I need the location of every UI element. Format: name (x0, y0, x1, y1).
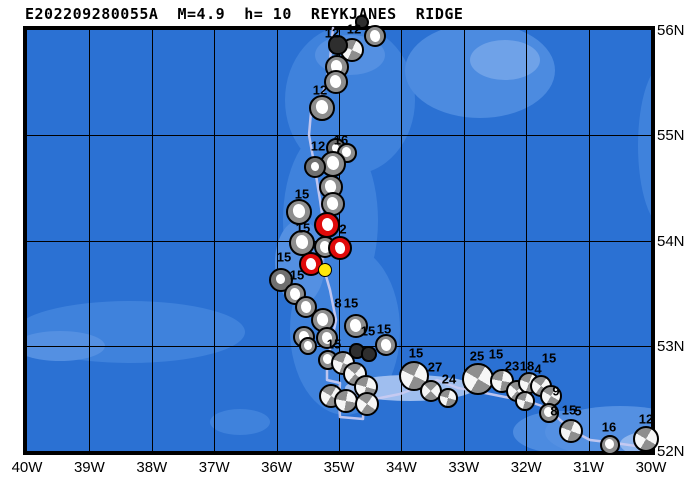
longitude-tick-label: 31W (573, 459, 605, 476)
bathymetry-patch (345, 375, 475, 401)
bathymetry-patch (210, 409, 270, 435)
gridline-latitude (27, 240, 651, 242)
longitude-tick-label: 38W (136, 459, 168, 476)
longitude-tick-label: 35W (323, 459, 355, 476)
gridline-latitude (27, 135, 651, 137)
bathymetry-patch (637, 62, 651, 228)
bathymetry-patch (315, 35, 385, 75)
gridline-latitude (27, 345, 651, 347)
longitude-tick-label: 32W (510, 459, 542, 476)
map-canvas (23, 26, 655, 455)
latitude-tick-label: 54N (657, 232, 685, 250)
longitude-tick-label: 36W (261, 459, 293, 476)
longitude-tick-label: 40W (11, 459, 43, 476)
latitude-tick-label: 52N (657, 443, 685, 460)
latitude-tick-label: 53N (657, 337, 685, 355)
bathymetry-patch (275, 219, 325, 305)
latitude-tick-label: 56N (657, 22, 685, 39)
latitude-tick-label: 55N (657, 127, 685, 145)
longitude-tick-label: 30W (635, 459, 667, 476)
longitude-tick-label: 37W (198, 459, 230, 476)
bathymetry-patch (470, 40, 540, 80)
figure-title: E202209280055A M=4.9 h= 10 REYKJANES RID… (25, 5, 464, 23)
longitude-tick-label: 34W (385, 459, 417, 476)
longitude-tick-label: 39W (73, 459, 105, 476)
longitude-tick-label: 33W (448, 459, 480, 476)
